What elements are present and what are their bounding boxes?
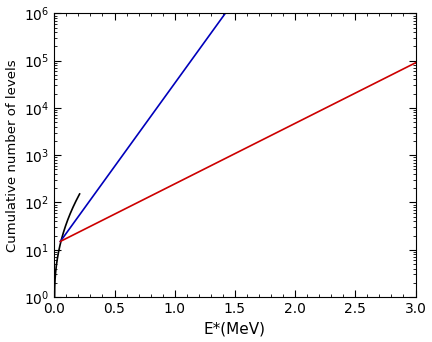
Y-axis label: Cumulative number of levels: Cumulative number of levels xyxy=(6,59,19,251)
X-axis label: E*(MeV): E*(MeV) xyxy=(204,321,266,337)
